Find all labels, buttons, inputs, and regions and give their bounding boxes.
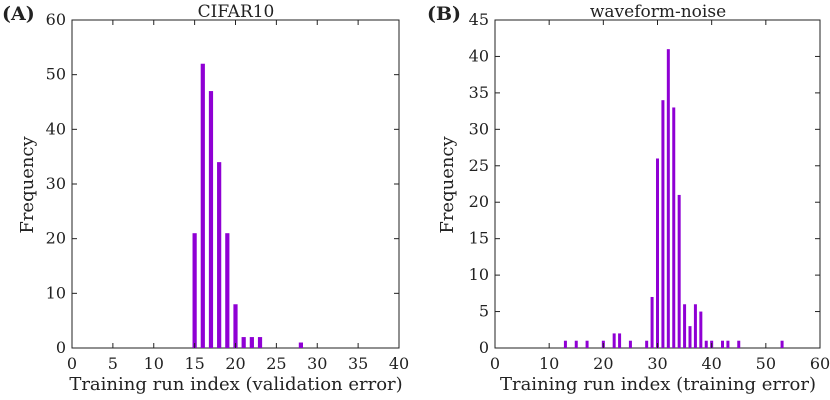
y-tick-label: 10 [46,283,66,302]
bar [208,91,214,348]
x-tick-label: 50 [756,354,776,373]
bar [574,340,578,348]
axis-ticks: 0 10 20 30 40 50 60 0 5 10 15 20 25 30 35 40 45 [469,10,830,373]
bar [645,340,649,348]
chart-title: CIFAR10 [198,2,275,22]
bar [666,49,670,348]
x-tick-label: 35 [348,354,368,373]
y-tick-label: 25 [469,156,489,175]
bar [225,233,230,348]
bar [563,340,567,348]
y-tick-label: 0 [56,338,66,357]
bars [563,49,784,349]
bar [683,304,687,348]
y-tick-label: 0 [479,338,489,357]
x-tick-label: 40 [701,354,721,373]
bar [672,107,676,348]
bar [650,296,654,348]
panel-label: (B) [427,3,461,25]
bar [628,340,632,348]
x-tick-label: 60 [810,354,830,373]
chart-title: waveform-noise [590,2,726,22]
y-tick-label: 60 [46,10,66,29]
bar [618,333,622,348]
bar [780,340,784,348]
y-tick-label: 20 [46,229,66,248]
bar [233,304,238,348]
panel-cifar10: (A) CIFAR10 Training run index (validati… [2,2,409,395]
bar [612,333,616,348]
x-tick-label: 20 [593,354,613,373]
bar [217,162,222,348]
y-tick-label: 50 [46,65,66,84]
y-tick-label: 30 [46,174,66,193]
y-tick-label: 10 [469,265,489,284]
bar [693,304,697,348]
x-tick-label: 20 [225,354,245,373]
bar [704,340,708,348]
bar [726,340,730,348]
x-tick-label: 0 [490,354,500,373]
bar [737,340,741,348]
x-tick-label: 10 [539,354,559,373]
y-axis-label: Frequency [437,135,458,233]
y-tick-label: 15 [469,229,489,248]
y-tick-label: 40 [46,119,66,138]
bar [677,194,681,348]
bar [721,340,724,348]
bar [200,63,205,348]
x-tick-label: 40 [389,354,409,373]
x-axis-label: Training run index (validation error) [69,374,402,395]
bar [241,337,246,348]
plot-frame [71,19,400,349]
y-tick-label: 30 [469,119,489,138]
x-axis-label: Training run index (training error) [500,374,816,395]
axis-ticks: 0 5 10 15 20 25 30 35 40 0 10 20 30 40 50 60 [46,10,410,373]
x-tick-label: 10 [144,354,164,373]
y-tick-label: 5 [479,302,489,321]
bar [699,311,703,348]
y-tick-label: 40 [469,46,489,65]
bar [656,158,659,348]
panel-waveform-noise: (B) waveform-noise Training run index (t… [427,2,830,395]
x-tick-label: 30 [307,354,327,373]
bar [661,100,665,349]
panel-label: (A) [2,3,35,25]
bar [257,337,263,348]
bar [249,337,254,348]
y-tick-label: 20 [469,192,489,211]
y-tick-label: 45 [469,10,489,29]
x-tick-label: 15 [184,354,204,373]
x-tick-label: 30 [647,354,667,373]
x-tick-label: 0 [67,354,77,373]
x-tick-label: 5 [108,354,118,373]
bar [585,340,589,348]
bar [688,326,692,348]
bars [192,63,303,348]
x-tick-label: 25 [266,354,286,373]
y-axis-label: Frequency [17,135,38,233]
y-tick-label: 35 [469,83,489,102]
bar [298,342,303,348]
bar [192,233,197,348]
